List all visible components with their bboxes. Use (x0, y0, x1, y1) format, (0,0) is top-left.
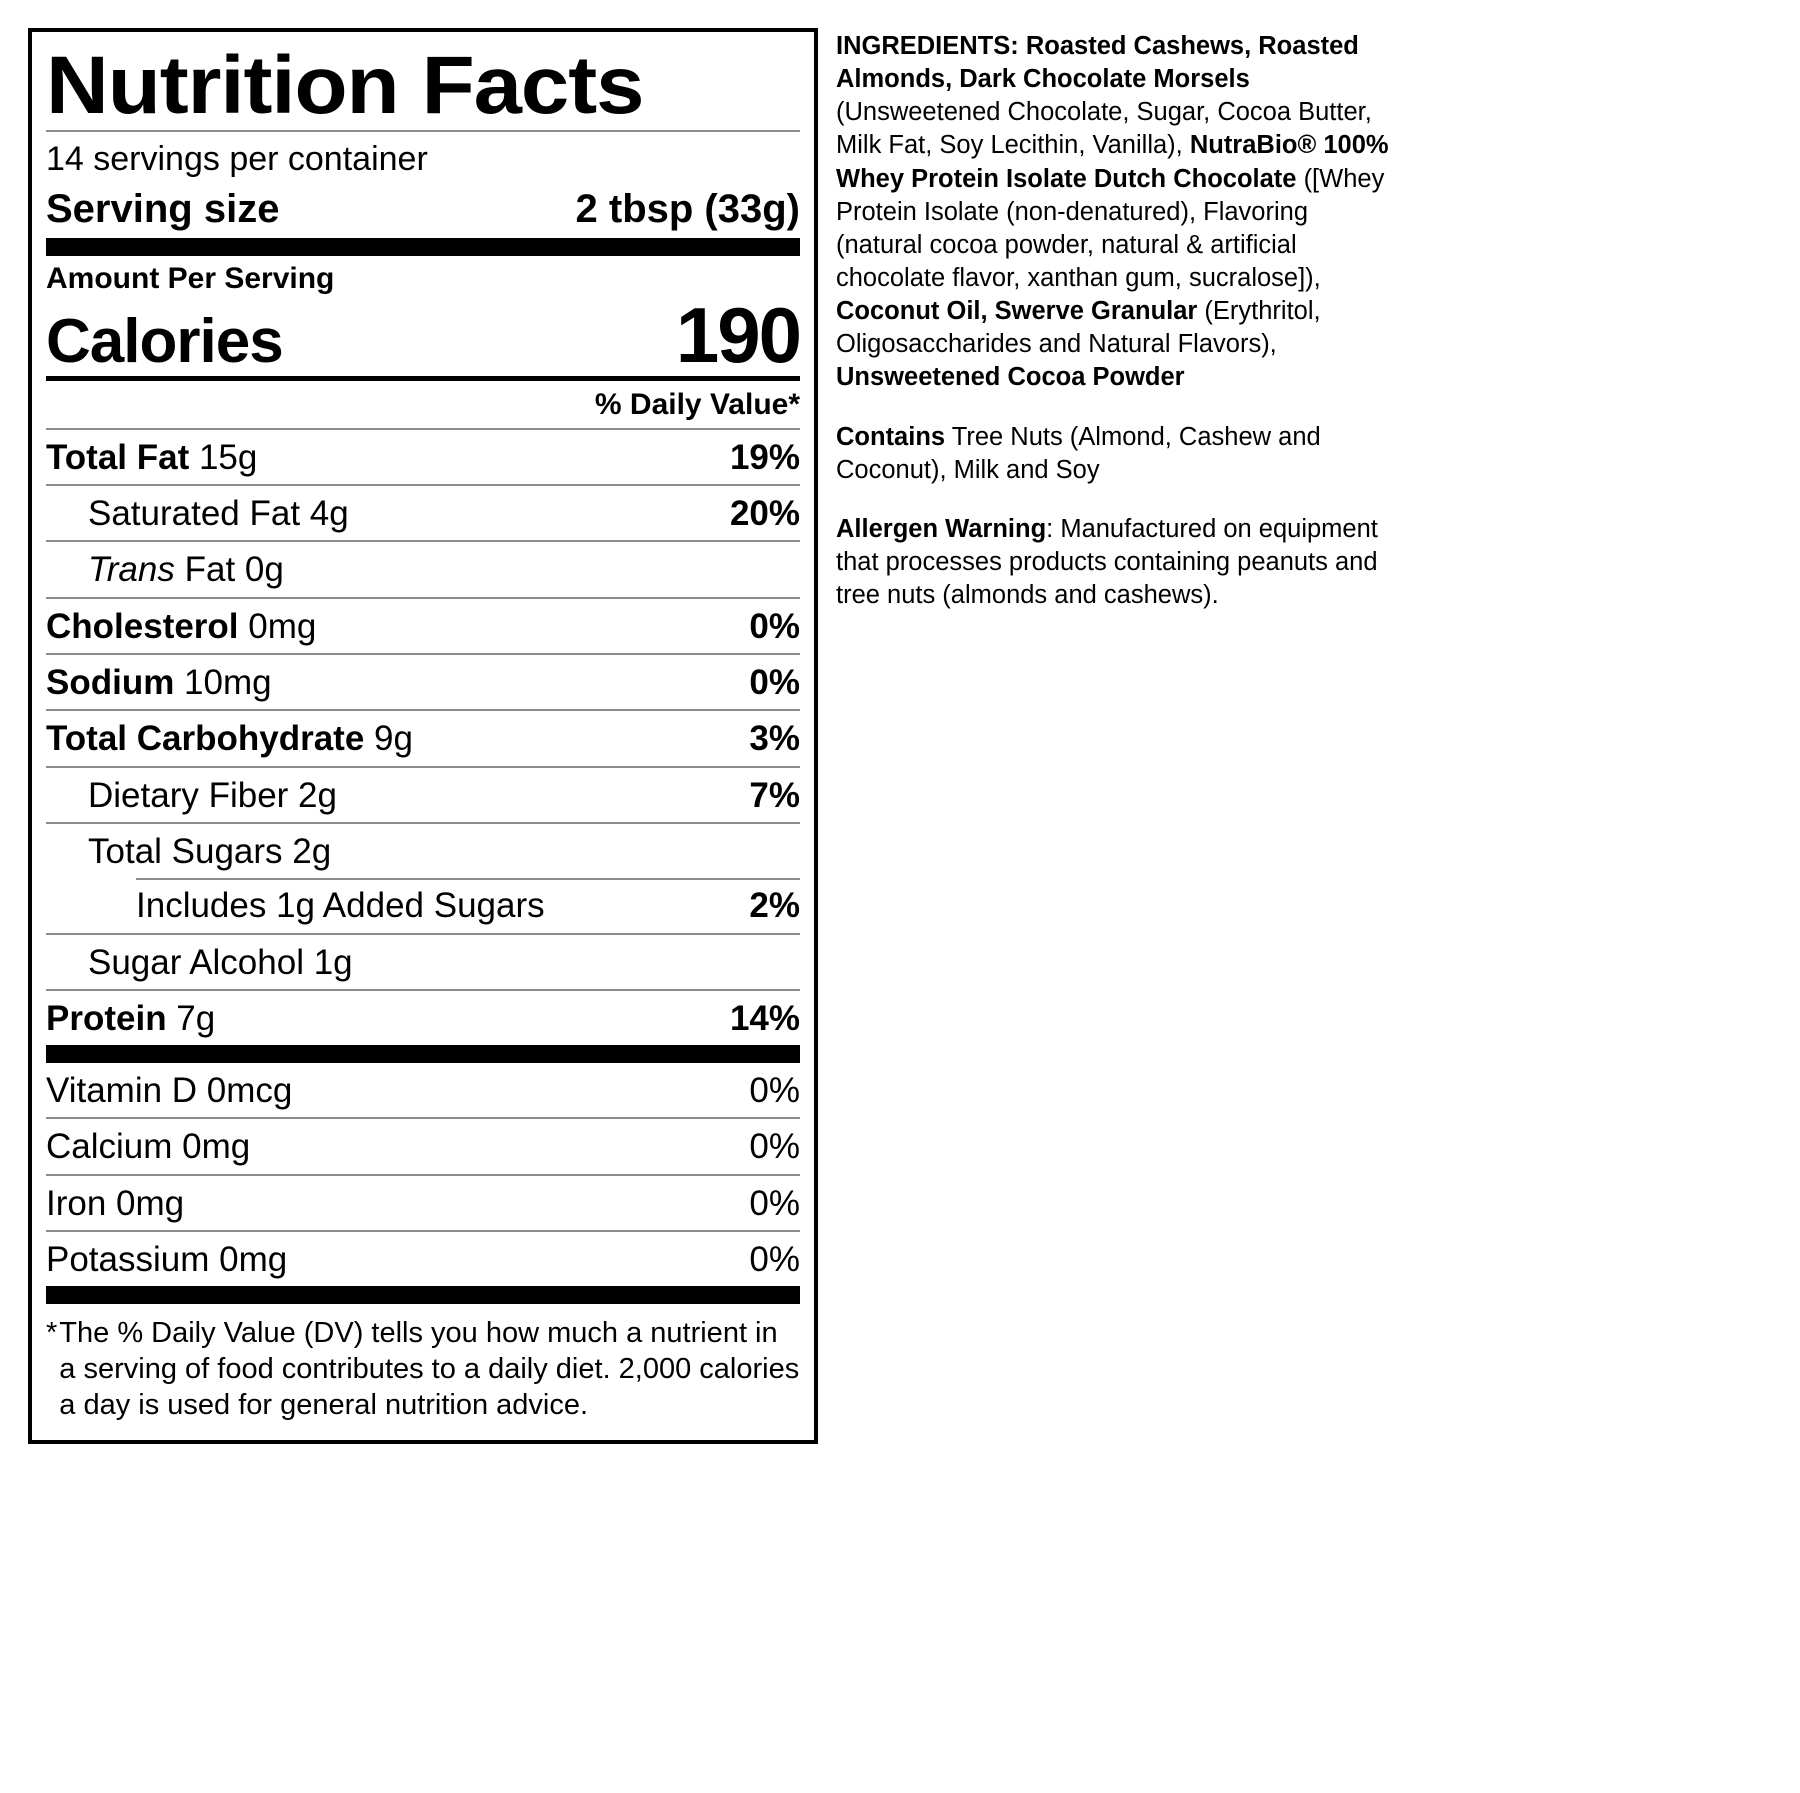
nutrient-name: Sodium 10mg (46, 663, 272, 703)
divider-above-daily-value (46, 375, 800, 381)
nutrient-name: Trans Fat 0g (88, 550, 284, 590)
nutrient-name: Cholesterol 0mg (46, 606, 317, 646)
vitamin-row: Potassium 0mg 0% (46, 1230, 800, 1286)
nutrient-row: Saturated Fat 4g 20% (46, 484, 800, 540)
nutrient-row: Cholesterol 0mg 0% (46, 596, 800, 653)
vitamin-daily-value: 0% (749, 1071, 800, 1111)
nutrient-row: Dietary Fiber 2g 7% (46, 765, 800, 822)
nutrient-name: Total Fat 15g (46, 437, 258, 477)
allergen-warning-statement: Allergen Warning: Manufactured on equipm… (836, 513, 1396, 612)
vitamin-name: Potassium 0mg (46, 1240, 288, 1280)
nutrition-facts-panel: Nutrition Facts 14 servings per containe… (28, 28, 818, 1445)
vitamin-row: Calcium 0mg 0% (46, 1117, 800, 1173)
contains-statement: Contains Tree Nuts (Almond, Cashew and C… (836, 421, 1396, 487)
nutrient-name: Dietary Fiber 2g (88, 775, 337, 815)
nutrient-row: Total Fat 15g 19% (46, 427, 800, 484)
ingredients-plain-segment-2: ([Whey Protein Isolate (non-denatured), … (836, 164, 1385, 292)
daily-value-header: % Daily Value* (594, 387, 800, 421)
contains-text: Tree Nuts (Almond, Cashew and Coconut), … (836, 422, 1321, 484)
vitamin-daily-value: 0% (749, 1127, 800, 1167)
nutrient-row: Sugar Alcohol 1g (46, 932, 800, 989)
amount-per-serving-label: Amount Per Serving (46, 261, 335, 295)
allergen-warning-heading: Allergen Warning (836, 514, 1047, 543)
ingredients-bold-segment-3: Coconut Oil, Swerve Granular (836, 297, 1198, 326)
nutrient-daily-value: 19% (729, 437, 800, 477)
nutrient-row: Total Carbohydrate 9g 3% (46, 709, 800, 765)
nutrient-name: Saturated Fat 4g (88, 494, 349, 534)
vitamin-name: Calcium 0mg (46, 1127, 251, 1167)
allergen-warning-text: : Manufactured on equipment that process… (836, 514, 1378, 610)
nutrient-daily-value: 0% (749, 663, 800, 703)
servings-per-container: 14 servings per container (46, 140, 428, 179)
nutrient-rows-container: Total Fat 15g 19% Saturated Fat 4g 20% Trans… (46, 427, 800, 1045)
serving-size-label: Serving size (46, 186, 280, 231)
divider-above-amount-per-serving (46, 237, 800, 256)
nutrient-daily-value: 20% (729, 494, 800, 534)
vitamin-name: Vitamin D 0mcg (46, 1071, 293, 1111)
vitamin-row: Vitamin D 0mcg 0% (46, 1063, 800, 1117)
ingredients-heading: INGREDIENTS: (836, 32, 1019, 60)
nutrient-row: Sodium 10mg 0% (46, 653, 800, 709)
nutrient-daily-value: 0% (749, 606, 800, 646)
nutrient-daily-value: 7% (749, 775, 800, 815)
daily-value-footnote: * The % Daily Value (DV) tells you how m… (46, 1304, 800, 1430)
vitamin-daily-value: 0% (749, 1240, 800, 1280)
nutrient-name: Sugar Alcohol 1g (88, 942, 353, 982)
nutrient-name: Protein 7g (46, 998, 216, 1038)
nutrient-name: Total Sugars 2g (88, 831, 332, 871)
vitamin-rows-container: Vitamin D 0mcg 0% Calcium 0mg 0% Iron 0mg 0% P… (46, 1063, 800, 1286)
vitamin-daily-value: 0% (749, 1183, 800, 1223)
nutrient-name: Includes 1g Added Sugars (136, 886, 545, 926)
nutrient-daily-value: 14% (729, 998, 800, 1038)
ingredients-statement: INGREDIENTS: Roasted Cashews, Roasted Al… (836, 30, 1396, 395)
divider-above-vitamins (46, 1045, 800, 1064)
ingredients-bold-segment-1: Roasted Cashews, Roasted Almonds, Dark C… (836, 32, 1359, 94)
ingredients-plain-segment-1: (Unsweetened Chocolate, Sugar, Cocoa But… (836, 98, 1372, 160)
ingredients-panel: INGREDIENTS: Roasted Cashews, Roasted Al… (836, 30, 1396, 612)
footnote-asterisk: * (46, 1317, 58, 1350)
calories-row: Calories 190 (46, 290, 802, 379)
nutrition-facts-title: Nutrition Facts (46, 40, 644, 131)
calories-label: Calories (46, 306, 284, 376)
nutrient-row: Protein 7g 14% (46, 988, 800, 1045)
serving-size-value: 2 tbsp (33g) (575, 186, 800, 231)
nutrient-daily-value: 2% (749, 886, 800, 926)
nutrient-row: Trans Fat 0g (46, 540, 800, 596)
ingredients-bold-segment-4: Unsweetened Cocoa Powder (836, 363, 1185, 392)
calories-value: 190 (675, 290, 802, 379)
divider-under-title (46, 130, 800, 133)
nutrient-row: Includes 1g Added Sugars 2% (46, 878, 800, 932)
vitamin-row: Iron 0mg 0% (46, 1173, 800, 1230)
serving-size-row: Serving size 2 tbsp (33g) (46, 185, 800, 238)
vitamin-name: Iron 0mg (46, 1183, 185, 1223)
contains-heading: Contains (836, 422, 946, 451)
nutrient-row: Total Sugars 2g (46, 821, 800, 878)
divider-above-footnote (46, 1286, 800, 1305)
nutrient-name: Total Carbohydrate 9g (46, 719, 413, 759)
footnote-text: The % Daily Value (DV) tells you how muc… (59, 1317, 800, 1422)
ingredients-plain-segment-3: (Erythritol, Oligosaccharides and Natura… (836, 297, 1321, 359)
ingredients-bold-segment-2: NutraBio® 100% Whey Protein Isolate Dutc… (836, 131, 1389, 193)
nutrient-daily-value: 3% (749, 719, 800, 759)
